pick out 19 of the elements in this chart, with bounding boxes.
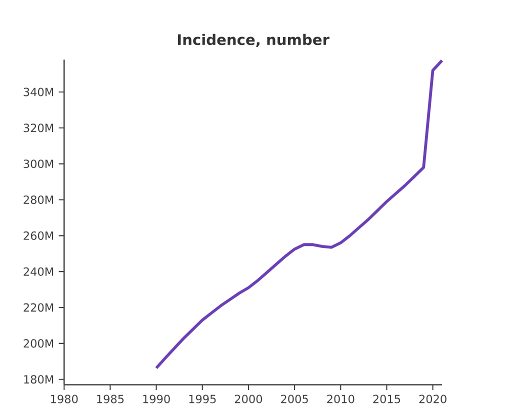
y-tick-label: 340M [24, 88, 54, 96]
x-tick-label: 2005 [281, 394, 308, 404]
y-tick-label: 220M [24, 303, 54, 312]
y-tick-label: 200M [24, 339, 54, 348]
x-tick-label: 2015 [373, 394, 400, 404]
x-tick-label: 1980 [51, 394, 78, 404]
y-tick-label: 260M [24, 231, 54, 240]
x-tick-label: 1990 [143, 394, 170, 404]
x-tick-label: 1995 [189, 394, 216, 404]
y-tick-label: 300M [24, 160, 54, 168]
x-tick-label: 2010 [327, 394, 354, 404]
chart-title: Incidence, number [178, 34, 330, 47]
y-tick-label: 180M [24, 375, 54, 384]
x-tick-label: 2000 [234, 394, 262, 404]
y-tick-label: 280M [24, 195, 54, 204]
x-tick-label: 2020 [419, 394, 446, 404]
y-tick-label: 320M [24, 124, 54, 132]
x-tick-label: 1985 [97, 394, 124, 404]
y-tick-label: 240M [24, 267, 54, 276]
